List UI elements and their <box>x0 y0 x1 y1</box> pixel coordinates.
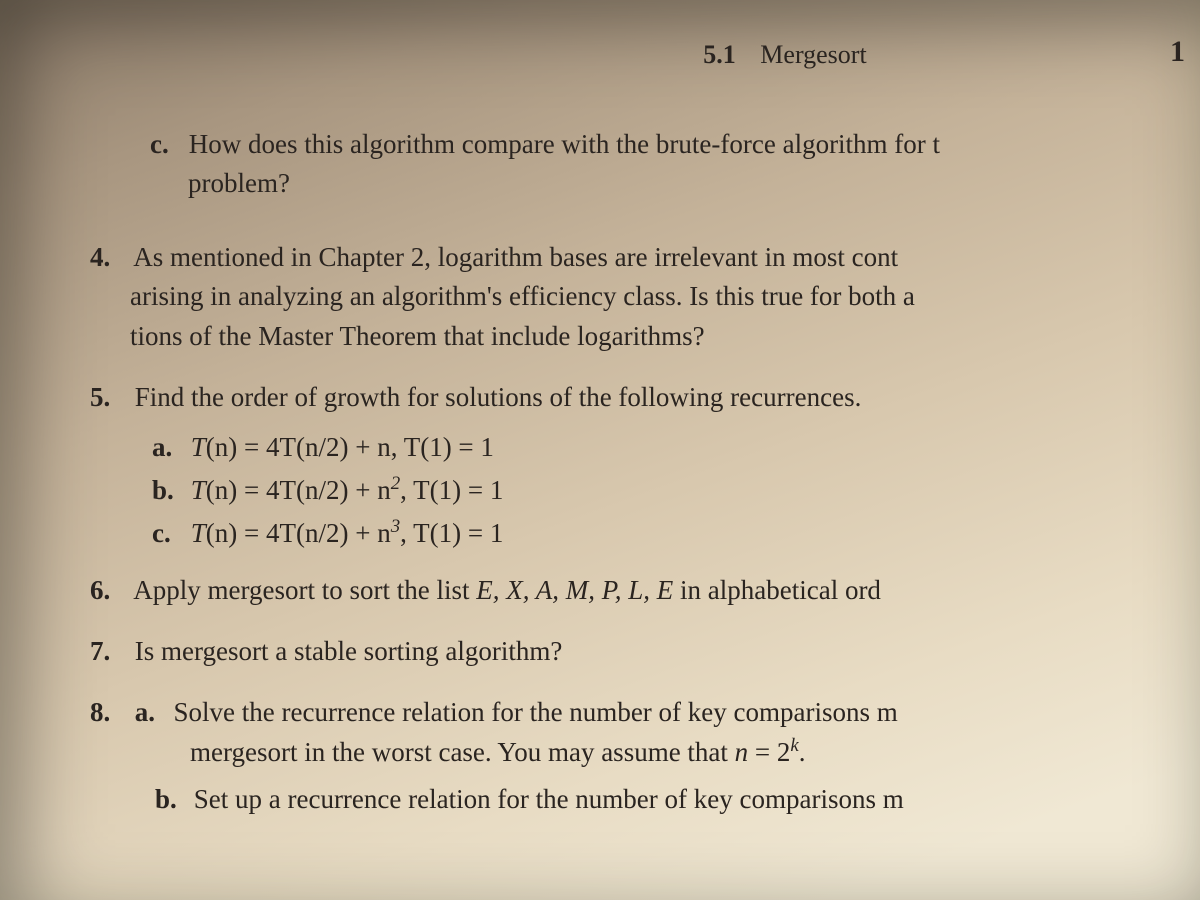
question-5a-math: T(n) = 4T(n/2) + n, T(1) = 1 <box>191 432 494 462</box>
question-5c-label: c. <box>152 518 184 549</box>
question-5-label: 5. <box>90 378 128 417</box>
question-c-text1: How does this algorithm compare with the… <box>189 129 940 159</box>
page-number: 1 <box>1170 35 1185 69</box>
question-c: c. How does this algorithm compare with … <box>150 125 1200 203</box>
question-5b-math: T(n) = 4T(n/2) + n2, T(1) = 1 <box>191 475 504 505</box>
question-5: 5. Find the order of growth for solution… <box>90 378 1200 417</box>
question-8b: b. Set up a recurrence relation for the … <box>155 780 1200 819</box>
question-7-text: Is mergesort a stable sorting algorithm? <box>135 636 563 666</box>
question-8a-text1: Solve the recurrence relation for the nu… <box>174 697 898 727</box>
question-7: 7. Is mergesort a stable sorting algorit… <box>90 632 1200 671</box>
question-8-label: 8. <box>90 693 128 732</box>
question-6-letters: E, X, A, M, P, L, E <box>476 575 673 605</box>
question-4-text2: arising in analyzing an algorithm's effi… <box>130 277 1200 316</box>
question-8b-label: b. <box>155 780 187 819</box>
question-5b: b. T(n) = 4T(n/2) + n2, T(1) = 1 <box>152 473 1200 506</box>
question-5c: c. T(n) = 4T(n/2) + n3, T(1) = 1 <box>152 516 1200 549</box>
question-4-text1: As mentioned in Chapter 2, logarithm bas… <box>133 242 898 272</box>
question-4: 4. As mentioned in Chapter 2, logarithm … <box>90 238 1200 355</box>
question-5a-label: a. <box>152 432 184 463</box>
question-8a: 8. a. Solve the recurrence relation for … <box>120 693 1200 772</box>
question-8b-text: Set up a recurrence relation for the num… <box>194 784 904 814</box>
textbook-page: 5.1 Mergesort 1 c. How does this algorit… <box>0 0 1200 900</box>
question-5c-math: T(n) = 4T(n/2) + n3, T(1) = 1 <box>191 518 504 548</box>
question-7-label: 7. <box>90 632 128 671</box>
question-8a-line2: mergesort in the worst case. You may ass… <box>190 732 1200 772</box>
question-6-label: 6. <box>90 571 128 610</box>
question-4-text3: tions of the Master Theorem that include… <box>130 317 1200 356</box>
section-title: Mergesort <box>760 40 866 69</box>
question-8a-label: a. <box>135 693 167 732</box>
section-header: 5.1 Mergesort 1 <box>370 40 1200 70</box>
question-c-label: c. <box>150 125 182 164</box>
question-8: 8. a. Solve the recurrence relation for … <box>90 693 1200 819</box>
question-6: 6. Apply mergesort to sort the list E, X… <box>90 571 1200 610</box>
section-number: 5.1 <box>703 40 736 69</box>
question-4-label: 4. <box>90 238 128 277</box>
question-5-intro: Find the order of growth for solutions o… <box>135 382 862 412</box>
question-c-text2: problem? <box>188 164 1200 203</box>
question-6-text-after: in alphabetical ord <box>673 575 881 605</box>
question-5a: a. T(n) = 4T(n/2) + n, T(1) = 1 <box>152 432 1200 463</box>
question-5b-label: b. <box>152 475 184 506</box>
question-6-text-before: Apply mergesort to sort the list <box>133 575 476 605</box>
